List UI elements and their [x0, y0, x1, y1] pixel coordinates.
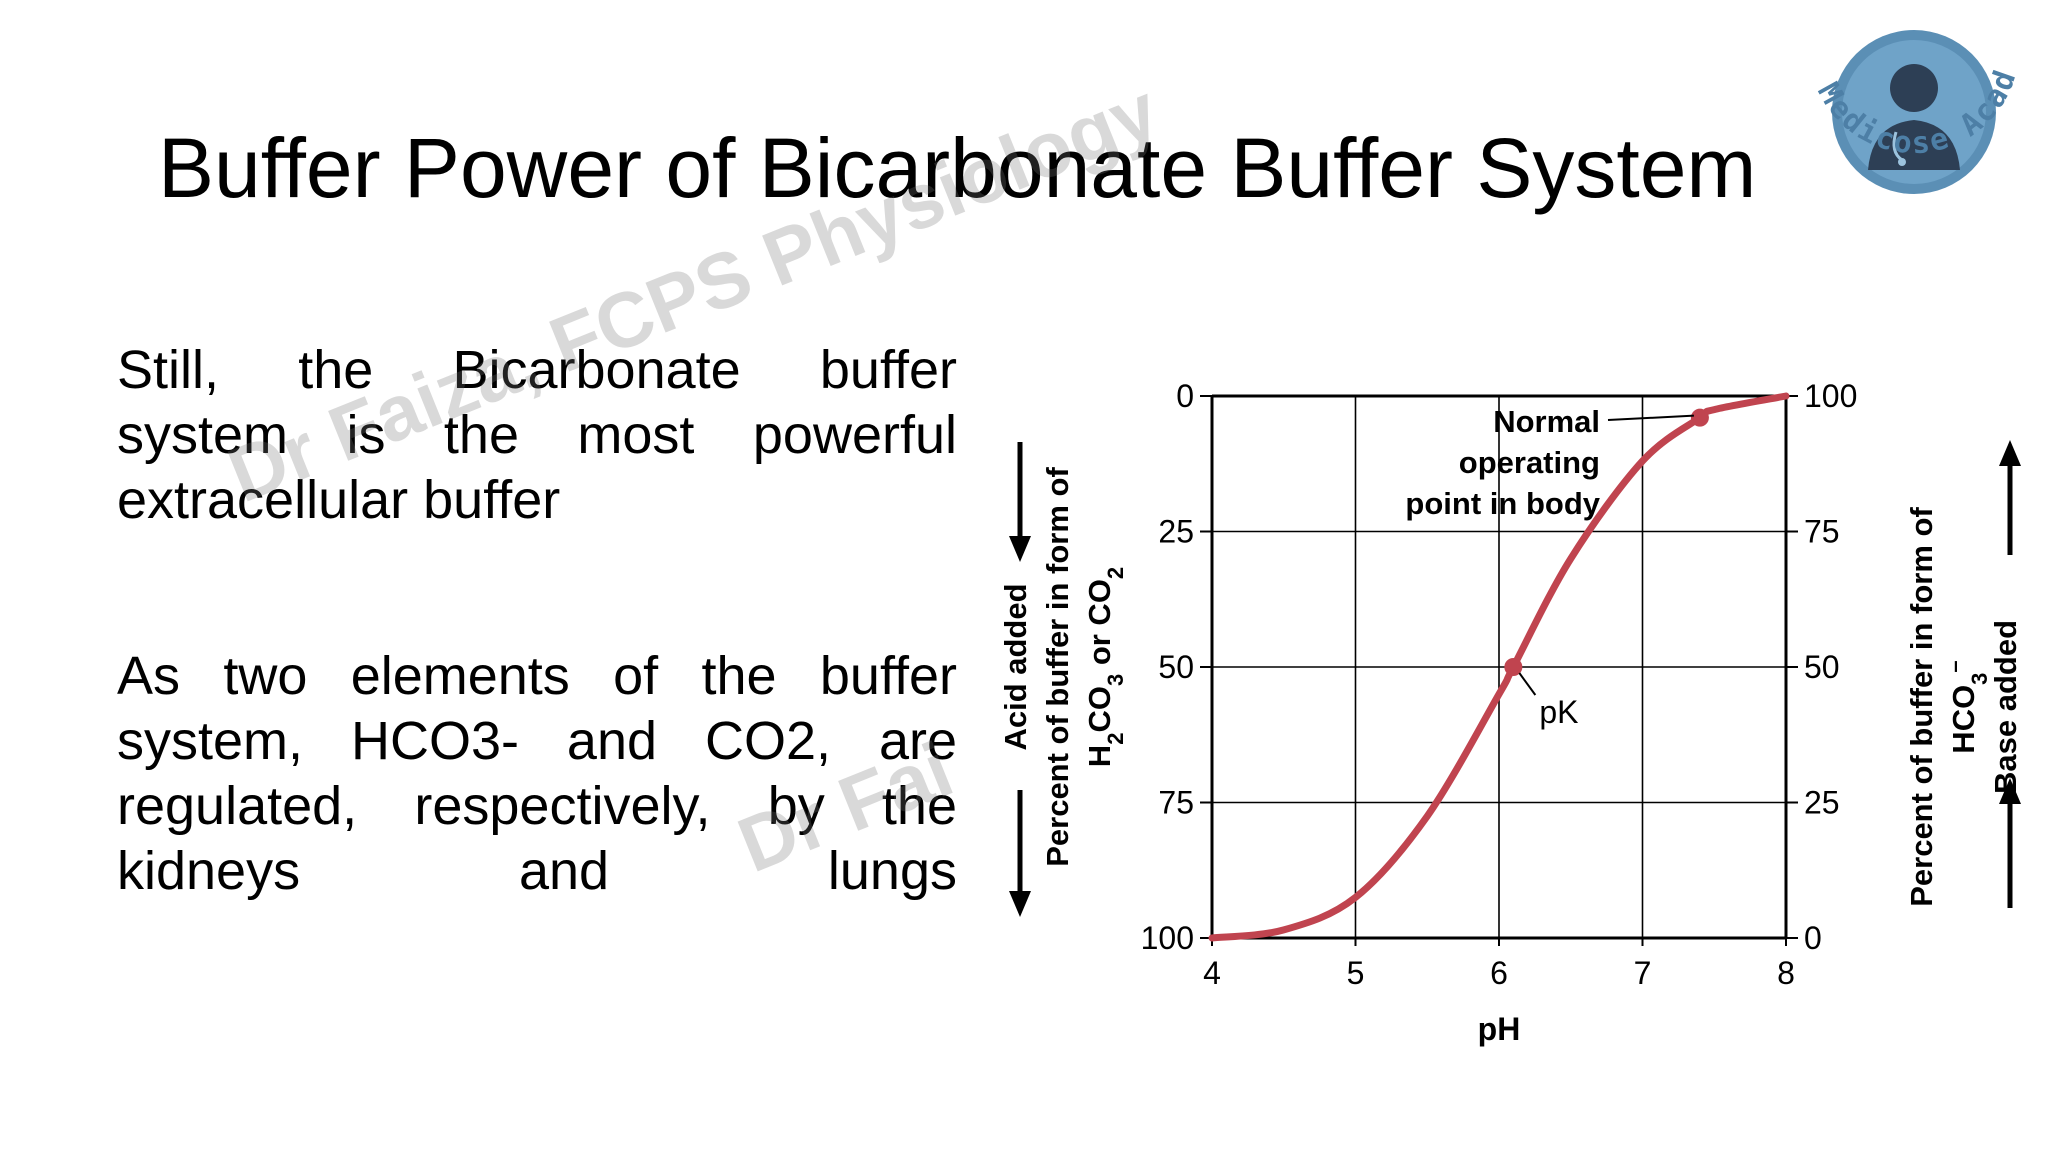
left-axis-label-line2: H2CO3 or CO2	[1082, 567, 1128, 767]
formula-part: or CO	[1082, 579, 1117, 674]
right-axis-label-line2: HCO3–	[1942, 660, 1992, 753]
paragraph-2-line: As two elements of the buffer	[117, 646, 957, 706]
right-tick-label: 25	[1804, 785, 1840, 821]
acid-arrow-top-head	[1009, 536, 1031, 562]
left-tick-label: 75	[1158, 785, 1194, 821]
formula-part: CO	[1082, 686, 1117, 733]
right-tick-label: 100	[1804, 378, 1857, 414]
x-tick-label: 5	[1347, 955, 1365, 991]
slide-title: Buffer Power of Bicarbonate Buffer Syste…	[158, 121, 1757, 215]
medicose-academics-logo: Medicose Academics	[1786, 20, 2022, 194]
formula-part: H	[1082, 745, 1117, 767]
pk-leader	[1518, 672, 1537, 696]
pk-marker	[1504, 658, 1523, 676]
normal-operating-point-leader	[1607, 414, 1694, 421]
left-tick-label: 50	[1158, 649, 1194, 685]
paragraph-2: As two elements of the buffer system, HC…	[117, 644, 957, 904]
subscript: 2	[1103, 733, 1128, 745]
left-axis-label-line1: Percent of buffer in form of	[1040, 467, 1075, 867]
paragraph-2-line: system, HCO3- and CO2, are	[117, 711, 957, 771]
paragraph-1-line: system is the most powerful	[117, 405, 957, 465]
base-arrow-bottom-head	[1999, 778, 2021, 804]
paragraph-2-line: kidneys and lungs	[117, 841, 957, 901]
subscript: 3	[1967, 673, 1992, 685]
x-tick-label: 8	[1777, 955, 1795, 991]
right-tick-label: 0	[1804, 920, 1822, 956]
base-arrow-top-head	[1999, 440, 2021, 466]
paragraph-1-line: Still, the Bicarbonate buffer	[117, 340, 957, 400]
normal-operating-point-marker	[1690, 408, 1709, 427]
left-tick-label: 0	[1176, 378, 1194, 414]
right-tick-label: 75	[1804, 514, 1840, 550]
paragraph-2-line: regulated, respectively, by the	[117, 776, 957, 836]
annotation-pk: pK	[1539, 694, 1578, 730]
annotation-normal-line2: operating	[1459, 445, 1600, 480]
paragraph-1: Still, the Bicarbonate buffer system is …	[117, 338, 957, 533]
acid-arrow-bottom-head	[1009, 891, 1031, 917]
x-axis-label: pH	[1478, 1011, 1521, 1047]
x-tick-label: 7	[1634, 955, 1652, 991]
left-tick-label: 25	[1158, 514, 1194, 550]
x-tick-label: 6	[1490, 955, 1508, 991]
right-axis-label-line1: Percent of buffer in form of	[1904, 507, 1939, 907]
right-tick-label: 50	[1804, 649, 1840, 685]
x-tick-label: 4	[1203, 955, 1221, 991]
subscript: 3	[1103, 674, 1128, 686]
superscript: –	[1942, 660, 1967, 672]
annotation-normal-line3: point in body	[1405, 486, 1600, 521]
left-arrow-label: Acid added	[998, 583, 1033, 750]
right-arrow-label: Base added	[1988, 620, 2023, 794]
annotation-normal-line1: Normal	[1493, 404, 1600, 439]
left-tick-label: 100	[1141, 920, 1194, 956]
subscript: 2	[1103, 567, 1128, 579]
paragraph-1-line: extracellular buffer	[117, 470, 561, 530]
formula-part: HCO	[1946, 685, 1981, 754]
